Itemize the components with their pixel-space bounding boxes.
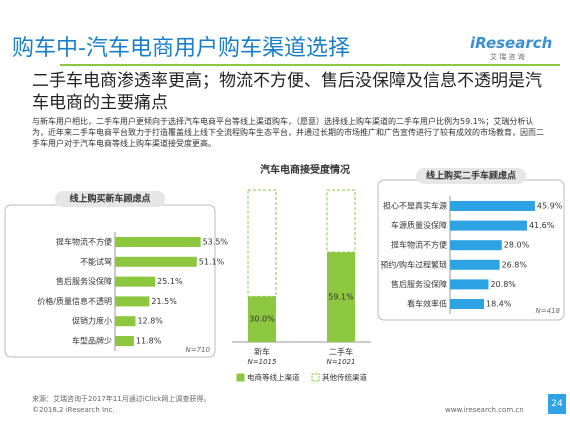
- category-label: 提车物流不方便: [391, 240, 447, 250]
- value-label: 26.8%: [502, 260, 528, 269]
- value-label: 59.1%: [328, 293, 354, 302]
- bar: [450, 299, 485, 309]
- subtitle: 二手车电商渗透率更高；物流不方便、售后没保障及信息不透明是汽车电商的主要痛点: [32, 71, 542, 113]
- sample-size: N=1015: [248, 358, 277, 366]
- rule: [60, 64, 560, 66]
- logo: iResearch: [470, 34, 553, 52]
- category-label: 预约/购车过程繁琐: [380, 259, 447, 269]
- bar: [115, 296, 150, 307]
- bar: [450, 279, 489, 290]
- category-label: 提车物流不方便: [56, 237, 112, 247]
- value-label: 51.1%: [199, 257, 225, 266]
- bar: [115, 237, 201, 247]
- bar: [450, 259, 500, 270]
- value-label: 20.8%: [490, 280, 516, 289]
- chart-title: 汽车电商接受度情况: [260, 163, 350, 176]
- copyright: ©2018.2 iResearch Inc.: [32, 406, 115, 414]
- value-label: 18.4%: [486, 300, 512, 309]
- chart-title: 线上购买二手车顾虑点: [426, 170, 516, 182]
- bar: [115, 276, 156, 287]
- bar-segment: [247, 189, 277, 297]
- value-label: 30.0%: [249, 315, 275, 324]
- legend-swatch: [236, 373, 245, 382]
- value-label: 53.5%: [203, 238, 229, 247]
- category-label: 售后服务没保障: [56, 276, 112, 286]
- bar: [115, 256, 197, 267]
- title-pill: [416, 168, 526, 184]
- chart-title: 线上购买新车顾虑点: [69, 193, 150, 205]
- logo-sub: 艾 瑞 咨 询: [490, 53, 525, 61]
- category-label: 价格/质量信息不透明: [37, 296, 112, 306]
- category-label: 新车: [254, 347, 270, 357]
- title-pill: [55, 191, 165, 207]
- legend-swatch: [311, 373, 320, 382]
- category-label: 促销力度小: [72, 316, 112, 326]
- category-label: 车源质量没保障: [391, 220, 447, 230]
- sample-size: N=1021: [327, 358, 356, 366]
- slide-title: 购车中-汽车电商用户购车渠道选择: [12, 36, 350, 61]
- source: 来源：艾瑞咨询于2017年11月通过iClick网上调查获得。: [32, 395, 211, 403]
- bar-segment: [248, 296, 276, 342]
- category-label: 不能试驾: [80, 256, 112, 266]
- value-label: 25.1%: [157, 277, 183, 286]
- page-number: 24: [548, 394, 566, 414]
- bar-segment: [326, 189, 356, 253]
- bar: [450, 240, 502, 251]
- legend-label: 电商等线上渠道: [247, 372, 300, 382]
- value-label: 21.5%: [151, 297, 177, 306]
- category-label: 售后服务没保障: [391, 279, 447, 289]
- value-label: 11.8%: [136, 337, 162, 346]
- category-label: 看车效率低: [407, 299, 447, 309]
- bar: [450, 220, 527, 231]
- category-label: 担心不是真实车源: [383, 201, 447, 211]
- bar: [115, 316, 136, 327]
- sample-note: N=710: [186, 346, 211, 354]
- value-label: 28.0%: [504, 241, 530, 250]
- sample-note: N=418: [536, 307, 561, 315]
- bar: [115, 336, 134, 346]
- value-label: 12.8%: [137, 317, 163, 326]
- category-label: 车型品牌少: [72, 336, 112, 346]
- bar: [450, 201, 535, 211]
- value-label: 41.6%: [529, 221, 555, 230]
- value-label: 45.9%: [537, 202, 563, 211]
- category-label: 二手车: [329, 347, 353, 357]
- legend-label: 其他传统渠道: [322, 372, 367, 382]
- url: www.iresearch.com.cn: [445, 406, 524, 414]
- paragraph: 与新车用户相比，二手车用户更倾向于选择汽车电商平台等线上渠道购车，（愿意）选择线…: [32, 117, 544, 148]
- bar-segment: [327, 252, 355, 342]
